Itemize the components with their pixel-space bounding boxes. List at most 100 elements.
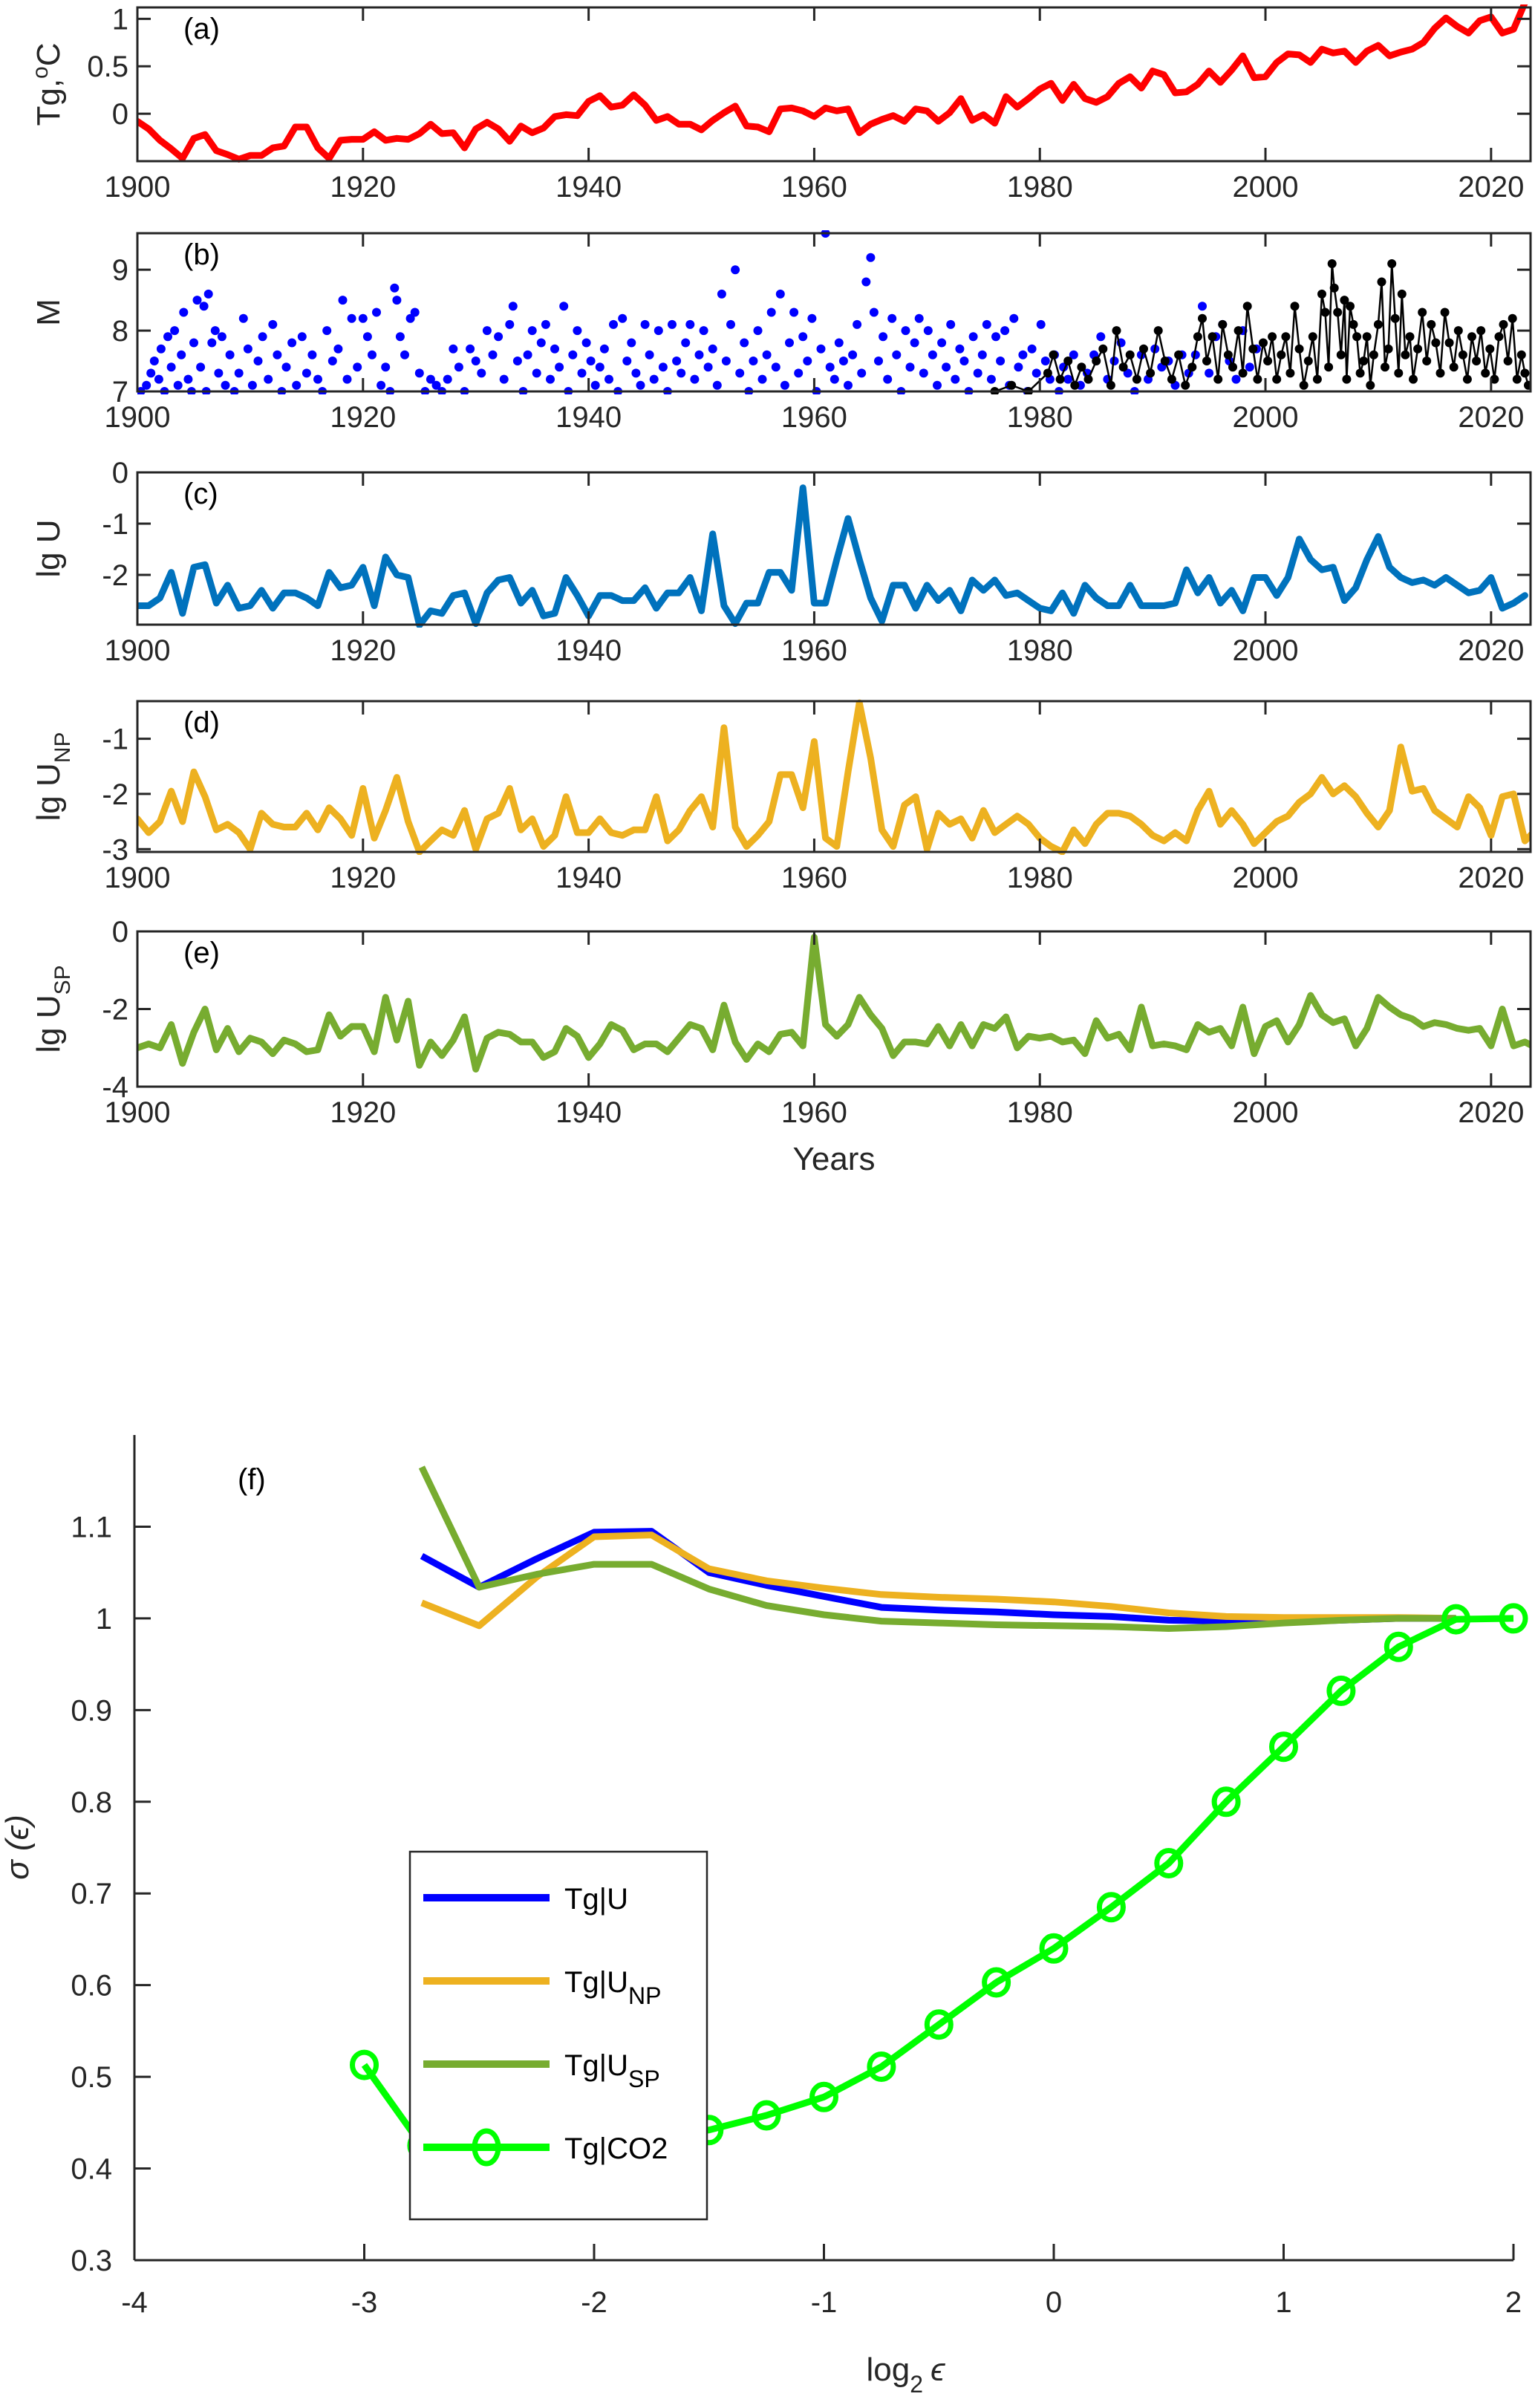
data-point — [694, 350, 704, 359]
data-point — [207, 338, 217, 348]
data-point — [1413, 344, 1423, 354]
x-tick-label: 1960 — [781, 171, 847, 204]
data-point — [449, 344, 458, 354]
data-point — [550, 344, 559, 354]
y-axis-label: Tg,oC — [28, 42, 67, 126]
y-tick-label: -2 — [102, 559, 128, 592]
y-axis-label: lg UNP — [30, 732, 75, 821]
legend-label-main: Tg|CO2 — [564, 2132, 668, 2165]
data-point — [1268, 332, 1277, 342]
data-point — [214, 368, 224, 378]
data-point — [1397, 289, 1407, 299]
legend-entry-label: Tg|USP — [564, 2049, 660, 2092]
data-point — [599, 344, 609, 354]
data-point — [853, 319, 862, 329]
x-tick-label: 2000 — [1233, 171, 1299, 204]
data-point — [454, 362, 463, 372]
data-point — [381, 362, 391, 372]
data-point — [1499, 319, 1508, 329]
data-point — [173, 380, 183, 390]
x-tick-label: 1980 — [1007, 862, 1073, 894]
legend-entry-label: Tg|CO2 — [564, 2132, 668, 2165]
data-point — [1049, 350, 1058, 359]
data-point — [268, 319, 278, 329]
x-tick-label: 1980 — [1007, 634, 1073, 667]
data-point — [541, 319, 550, 329]
panel-label: (b) — [183, 238, 220, 271]
data-point — [807, 313, 817, 323]
data-point — [1181, 380, 1190, 390]
data-point — [1272, 374, 1282, 384]
x-tick-label: 1940 — [555, 862, 622, 894]
data-point — [247, 380, 257, 390]
data-point — [685, 319, 695, 329]
y-tick-label: 0.9 — [71, 1694, 112, 1727]
data-point — [1245, 362, 1254, 372]
data-point — [1333, 307, 1343, 317]
data-point — [1285, 368, 1295, 378]
series-line-tg-u-np — [420, 1532, 1456, 1630]
x-tick-label: 2020 — [1458, 1096, 1524, 1129]
data-point — [982, 319, 991, 329]
data-point — [1112, 326, 1121, 336]
data-point — [1153, 326, 1163, 336]
data-point — [221, 380, 230, 390]
data-marker-circle — [350, 2049, 379, 2080]
data-point — [919, 368, 928, 378]
data-point — [225, 350, 235, 359]
data-point — [163, 332, 172, 342]
data-point — [1336, 350, 1346, 359]
data-point — [1359, 357, 1369, 365]
data-point — [217, 332, 226, 342]
data-point — [1277, 350, 1286, 359]
x-tick-label: -4 — [121, 2286, 148, 2319]
panel-a-temperature: 1900 1920 1940 1960 1980 2000 2020 0 0.5 1 (a) Tg,o… — [28, 3, 1532, 204]
x-axis-label: Years — [793, 1141, 876, 1177]
data-point — [1317, 289, 1326, 299]
data-point — [955, 344, 965, 354]
x-tick-label: 1940 — [555, 401, 622, 434]
data-point — [1312, 374, 1322, 384]
x-tick-label: 1920 — [330, 171, 396, 204]
data-point — [672, 357, 682, 365]
data-point — [1146, 368, 1156, 378]
data-point — [1303, 357, 1313, 365]
data-point — [395, 332, 405, 342]
series-line-e — [137, 934, 1531, 1073]
data-point — [508, 302, 518, 311]
data-point — [338, 296, 348, 305]
data-point — [292, 380, 302, 390]
data-point — [1096, 332, 1106, 342]
data-point — [1508, 313, 1517, 323]
y-tick-label: -1 — [102, 723, 128, 756]
data-point — [1435, 368, 1445, 378]
y-tick-label: -2 — [102, 994, 128, 1026]
y-tick-label: -1 — [102, 508, 128, 541]
y-tick-label: 8 — [112, 315, 128, 348]
y-axis-label: M — [30, 299, 67, 326]
data-point — [717, 289, 726, 299]
series-line-a — [137, 4, 1528, 163]
data-point — [523, 350, 532, 359]
data-point — [762, 350, 772, 359]
data-marker-circle — [924, 2009, 954, 2040]
data-point — [946, 319, 956, 329]
y-label-main: lg U — [30, 995, 67, 1052]
y-tick-label: 0.5 — [71, 2061, 112, 2094]
data-point — [1418, 307, 1427, 317]
data-point — [1346, 302, 1355, 311]
data-point — [753, 326, 763, 336]
x-tick-label: 1940 — [555, 171, 622, 204]
plot-area — [137, 4, 1528, 163]
x-tick-label: 1920 — [330, 634, 396, 667]
y-tick-label: -2 — [102, 778, 128, 811]
data-point — [1198, 302, 1207, 311]
x-tick-label: 2020 — [1458, 401, 1524, 434]
data-point — [699, 326, 708, 336]
data-point — [494, 332, 503, 342]
data-point — [1373, 319, 1383, 329]
legend-label-subscript: SP — [628, 2066, 660, 2092]
data-point — [192, 296, 202, 305]
data-point — [1427, 319, 1436, 329]
